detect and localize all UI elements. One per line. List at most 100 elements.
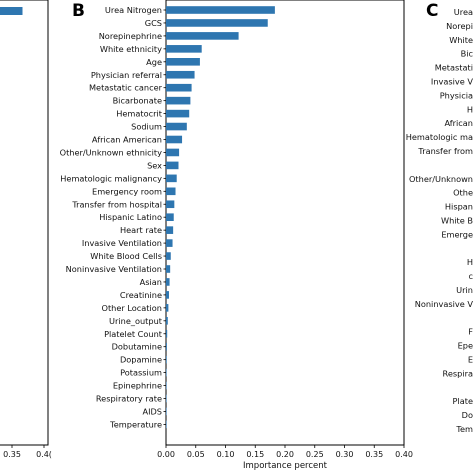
category-label: White ethnicity [100, 44, 162, 54]
category-label: Dobutamine [112, 342, 162, 352]
category-label: Respiratory rate [96, 394, 162, 404]
panel-c-category-label: Invasive V [431, 77, 473, 87]
panel-c-category-label: Physicia [440, 90, 473, 100]
category-label: White Blood Cells [90, 251, 162, 261]
category-label: Urine_output [109, 316, 163, 326]
panel-c-category-label: Hispan [445, 202, 473, 212]
bar [166, 368, 167, 377]
category-label: Age [146, 57, 162, 67]
bar [166, 32, 239, 40]
category-label: Other/Unknown ethnicity [60, 147, 163, 157]
x-tick-label: 0.15 [246, 450, 264, 459]
panel-a: 0.35 0.4( [0, 0, 52, 459]
panel-c-category-label: White [449, 35, 473, 45]
panel-b-bars [166, 6, 275, 429]
panel-c-category-label: Plate [453, 396, 473, 406]
panel-c-category-label: Do [462, 410, 473, 420]
category-label: Emergency room [92, 186, 162, 196]
bar [166, 239, 173, 247]
bar [166, 329, 168, 338]
category-label: Hematocrit [116, 109, 163, 119]
panel-c: C Urea Norepi White Bic Metastati Invasive V P… [406, 1, 474, 434]
panel-c-category-label: Other/Unknown [409, 174, 473, 184]
panel-c-category-label: H [467, 104, 473, 114]
x-tick-label: 0.00 [157, 450, 175, 459]
panel-a-tick-label: 0.4( [36, 450, 52, 459]
bar [166, 407, 167, 416]
category-label: Transfer from hospital [71, 199, 162, 209]
category-label: Platelet Count [104, 329, 163, 339]
panel-c-category-label: Transfer from [417, 146, 473, 156]
panel-c-letter: C [426, 1, 438, 21]
panel-a-frame [0, 0, 49, 446]
bar [166, 317, 168, 325]
panel-c-category-label: African [444, 118, 473, 128]
category-label: Urea Nitrogen [105, 5, 162, 15]
bar [166, 135, 183, 144]
bar [166, 161, 179, 170]
panel-c-category-label: H [467, 257, 473, 267]
bar [166, 381, 167, 390]
bar [166, 304, 169, 312]
category-label: Other Location [102, 303, 162, 313]
bar [166, 109, 190, 118]
panel-c-category-label: Epe [458, 341, 473, 351]
x-tick-label: 0.40 [395, 450, 413, 459]
bar [166, 291, 169, 299]
bar [166, 278, 170, 286]
panel-c-category-label: Urea [454, 7, 473, 17]
panel-c-category-label: White B [441, 216, 473, 226]
bar [166, 6, 275, 14]
panel-c-category-label: Norepi [446, 21, 473, 31]
bar [166, 420, 167, 429]
panel-c-category-label: E [468, 355, 473, 365]
bar [166, 265, 171, 273]
x-tick-label: 0.20 [276, 450, 294, 459]
bar [166, 174, 177, 183]
panel-b-category-labels: Urea Nitrogen GCS Norepinephrine White ethn… [60, 5, 166, 429]
category-label: Invasive Ventilation [82, 238, 162, 248]
panel-c-category-label: Metastati [435, 63, 473, 73]
category-label: AIDS [142, 406, 162, 416]
bar [166, 70, 195, 79]
bar [166, 83, 192, 92]
panel-c-category-label: Emerge [441, 229, 473, 239]
x-tick-label: 0.10 [217, 450, 235, 459]
bar [166, 200, 175, 209]
bar [166, 122, 187, 131]
category-label: Heart rate [120, 225, 162, 235]
x-tick-label: 0.30 [336, 450, 354, 459]
panel-b-frame [165, 0, 405, 446]
panel-a-bars [0, 7, 23, 15]
x-tick-label: 0.35 [365, 450, 383, 459]
category-label: Sodium [131, 122, 162, 132]
bar [166, 58, 200, 66]
panel-a-ticks: 0.35 0.4( [3, 445, 52, 459]
panel-a-bar [0, 7, 23, 15]
panel-a-tick-label: 0.35 [3, 450, 21, 459]
category-label: GCS [145, 18, 162, 28]
panel-b: B Urea Nitrogen GCS Norepinephrine White et… [60, 0, 413, 471]
panel-c-category-label: c [468, 271, 473, 281]
bar [166, 213, 174, 221]
x-tick-label: 0.05 [187, 450, 205, 459]
category-label: Creatinine [120, 290, 162, 300]
bar [166, 355, 167, 364]
bar [166, 45, 202, 53]
bar [166, 96, 191, 105]
category-label: Asian [140, 277, 162, 287]
panel-b-letter: B [72, 1, 85, 21]
panel-c-category-label: Othe [453, 188, 473, 198]
panel-b-x-ticks: 0.00 0.05 0.10 0.15 0.20 0.25 0.30 0.35 0.40 [157, 445, 413, 459]
bar [166, 19, 268, 27]
panel-c-category-labels: Urea Norepi White Bic Metastati Invasive V Phy… [406, 7, 474, 434]
category-label: Norepinephrine [99, 31, 162, 41]
x-tick-label: 0.25 [306, 450, 324, 459]
bar [166, 226, 174, 234]
bar [166, 187, 176, 196]
category-label: Physician referral [91, 70, 162, 80]
category-label: Hispanic Latino [99, 212, 162, 222]
panel-c-category-label: Bic [461, 49, 473, 59]
category-label: Temperature [109, 419, 162, 429]
